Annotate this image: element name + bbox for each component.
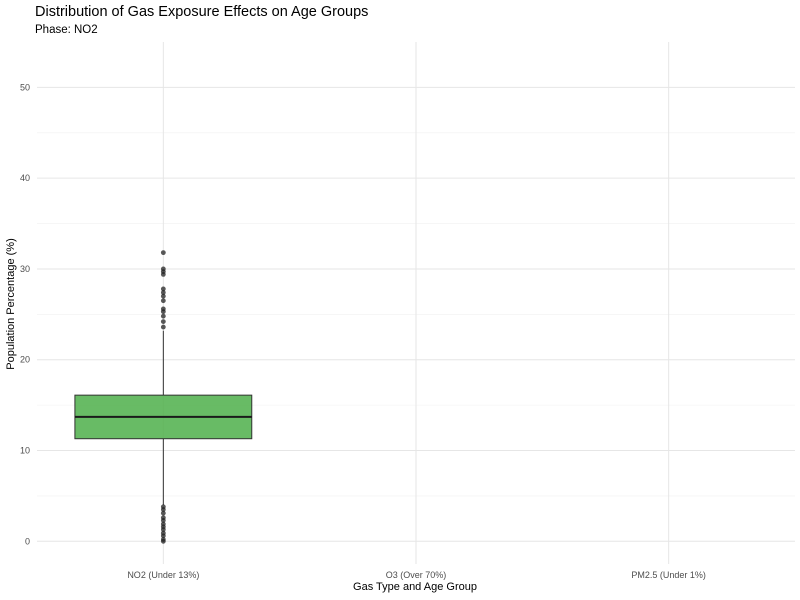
y-tick-label: 40 bbox=[20, 173, 30, 183]
x-axis-title: Gas Type and Age Group bbox=[353, 581, 477, 593]
outlier-point bbox=[160, 537, 166, 542]
outlier-point bbox=[160, 504, 166, 510]
y-tick-label: 20 bbox=[20, 355, 30, 365]
y-tick-label: 30 bbox=[20, 264, 30, 274]
outlier-point bbox=[160, 286, 166, 292]
x-tick-label: NO2 (Under 13%) bbox=[127, 570, 199, 580]
outlier-point bbox=[160, 319, 166, 325]
outlier-point bbox=[160, 250, 166, 256]
chart-title: Distribution of Gas Exposure Effects on … bbox=[35, 4, 369, 20]
outlier-point bbox=[160, 515, 166, 521]
outlier-point bbox=[160, 313, 166, 319]
outlier-point bbox=[160, 290, 166, 295]
x-tick-label: O3 (Over 70%) bbox=[386, 570, 447, 580]
grid-lines bbox=[37, 42, 795, 564]
outlier-point bbox=[160, 324, 166, 330]
box-plot-marks bbox=[74, 250, 253, 544]
outlier-point bbox=[160, 298, 166, 304]
chart-subtitle: Phase: NO2 bbox=[35, 24, 98, 36]
y-tick-label: 50 bbox=[20, 82, 30, 92]
outlier-point bbox=[160, 521, 166, 527]
outlier-point bbox=[160, 510, 166, 516]
tick-labels: 0 10 20 30 40 50 NO2 (Under 13%) O3 (Over 70%) P… bbox=[20, 82, 706, 580]
y-tick-label: 10 bbox=[20, 446, 30, 456]
outlier-point bbox=[160, 293, 166, 299]
x-tick-label: PM2.5 (Under 1%) bbox=[631, 570, 706, 580]
y-tick-label: 0 bbox=[25, 536, 30, 546]
y-axis-title: Population Percentage (%) bbox=[5, 238, 17, 369]
outlier-point bbox=[160, 306, 166, 312]
outlier-point bbox=[160, 266, 166, 272]
outlier-point bbox=[160, 530, 166, 536]
